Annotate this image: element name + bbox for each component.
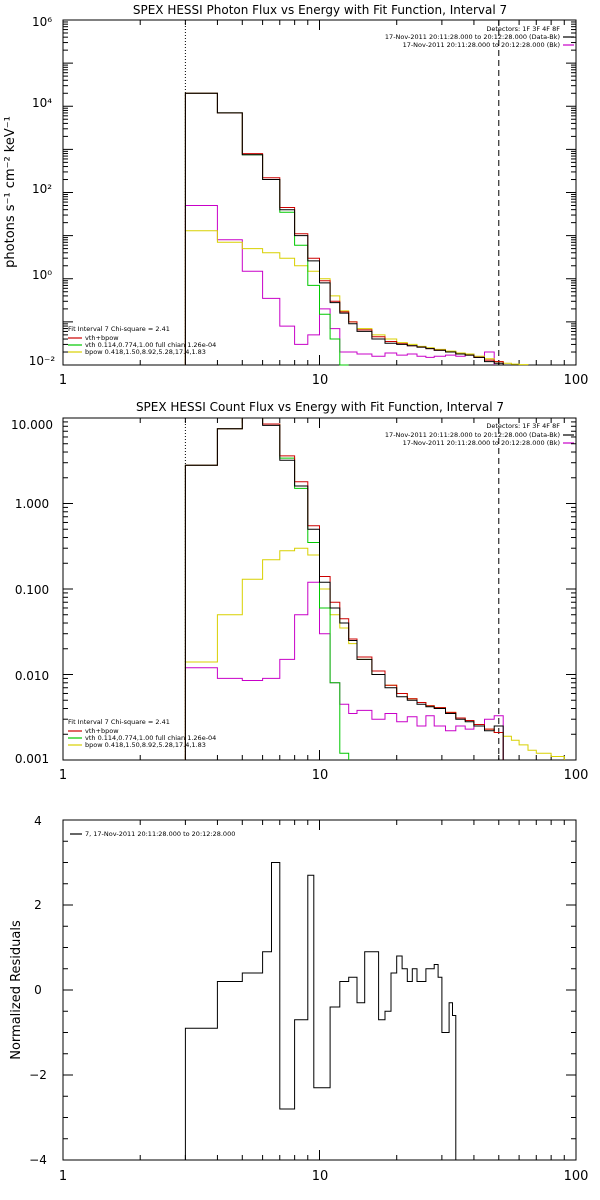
y-axis-ticks: 10.000 1.000 0.100 0.010 0.001 bbox=[11, 418, 53, 766]
y-tick-label: 10⁻² bbox=[29, 354, 56, 368]
count-flux-panel: SPEX HESSI Count Flux vs Energy with Fit… bbox=[11, 400, 588, 783]
y-axis-ticks: 4 2 0 −2 −4 bbox=[29, 814, 47, 1167]
x-tick-marks bbox=[139, 418, 565, 760]
x-tick-label: 10 bbox=[312, 1169, 329, 1184]
y-tick-label: 0.001 bbox=[15, 752, 49, 766]
x-axis-ticks: 1 10 100 bbox=[59, 768, 589, 783]
y-tick-label: 10⁰ bbox=[32, 268, 52, 282]
y-tick-label: 0 bbox=[34, 983, 42, 997]
residuals-panel: 4 2 0 −2 −4 Normalized Residuals 1 10 10… bbox=[9, 814, 588, 1184]
x-tick-label: 100 bbox=[564, 373, 589, 388]
chart-title: SPEX HESSI Count Flux vs Energy with Fit… bbox=[136, 400, 504, 414]
series-bpow bbox=[184, 547, 565, 760]
y-tick-label: 0.100 bbox=[15, 583, 49, 597]
y-axis-label: Normalized Residuals bbox=[9, 920, 24, 1060]
legend-entry: 7, 17-Nov-2011 20:11:28.000 to 20:12:28.… bbox=[85, 830, 235, 838]
y-tick-marks bbox=[63, 819, 576, 1161]
y-tick-marks bbox=[63, 417, 576, 761]
y-tick-label: −4 bbox=[29, 1153, 47, 1167]
legend-entry: vth 0.114,0.774,1.00 full chian 1.26e-04 bbox=[85, 734, 216, 742]
y-tick-label: 10⁶ bbox=[32, 15, 52, 29]
detector-text: Detectors: 1F 3F 4F 8F bbox=[486, 422, 560, 430]
legend-entry: vth 0.114,0.774,1.00 full chian 1.26e-04 bbox=[85, 341, 216, 349]
x-tick-label: 1 bbox=[59, 768, 67, 783]
legend-top: Detectors: 1F 3F 4F 8F 17-Nov-2011 20:11… bbox=[385, 25, 574, 49]
x-tick-label: 1 bbox=[59, 1169, 67, 1184]
detector-text: Detectors: 1F 3F 4F 8F bbox=[486, 25, 560, 33]
series-total bbox=[184, 417, 504, 760]
fit-info: Fit Interval 7 Chi-square = 2.41 bbox=[68, 325, 170, 333]
legend-entry: 17-Nov-2011 20:11:28.000 to 20:12:28.000… bbox=[403, 439, 560, 447]
y-axis-ticks: 10⁶ 10⁴ 10² 10⁰ 10⁻² bbox=[29, 15, 56, 368]
x-tick-label: 100 bbox=[564, 768, 589, 783]
y-tick-label: −2 bbox=[29, 1068, 47, 1082]
series-bk bbox=[184, 581, 504, 760]
x-tick-label: 10 bbox=[312, 768, 329, 783]
chart-title: SPEX HESSI Photon Flux vs Energy with Fi… bbox=[133, 3, 507, 17]
fit-info: Fit Interval 7 Chi-square = 2.41 bbox=[68, 718, 170, 726]
y-tick-label: 10² bbox=[32, 182, 52, 196]
series-bpow bbox=[184, 230, 529, 366]
x-axis-ticks: 1 10 100 bbox=[59, 1169, 589, 1184]
y-tick-label: 1.000 bbox=[15, 497, 49, 511]
y-tick-label: 2 bbox=[34, 898, 42, 912]
y-tick-label: 10.000 bbox=[11, 418, 53, 432]
legend-bottom: Fit Interval 7 Chi-square = 2.41 vth+bpo… bbox=[68, 325, 216, 356]
legend-entry: vth+bpow bbox=[85, 727, 119, 735]
series-sum bbox=[184, 417, 504, 760]
series-total bbox=[184, 92, 504, 365]
legend-entry: vth+bpow bbox=[85, 334, 119, 342]
legend: 7, 17-Nov-2011 20:11:28.000 to 20:12:28.… bbox=[70, 830, 235, 838]
series-sum bbox=[184, 92, 504, 365]
series-vth bbox=[184, 92, 349, 366]
x-tick-marks bbox=[139, 820, 565, 1160]
y-tick-label: 0.010 bbox=[15, 669, 49, 683]
legend-entry: 17-Nov-2011 20:11:28.000 to 20:12:28.000… bbox=[385, 431, 560, 439]
legend-entry: bpow 0.418,1.50,8.92,5.28,17.4,1.83 bbox=[85, 348, 206, 356]
y-tick-marks bbox=[63, 19, 576, 366]
legend-entry: 17-Nov-2011 20:11:28.000 to 20:12:28.000… bbox=[385, 33, 560, 41]
x-tick-label: 1 bbox=[59, 373, 67, 388]
photon-flux-panel: SPEX HESSI Photon Flux vs Energy with Fi… bbox=[3, 3, 588, 388]
x-tick-marks bbox=[139, 20, 565, 365]
legend-bottom: Fit Interval 7 Chi-square = 2.41 vth+bpo… bbox=[68, 718, 216, 749]
legend-entry: bpow 0.418,1.50,8.92,5.28,17.4,1.83 bbox=[85, 741, 206, 749]
x-axis-ticks: 1 10 100 bbox=[59, 373, 589, 388]
series-sum bbox=[184, 862, 457, 1160]
y-tick-label: 10⁴ bbox=[32, 96, 52, 110]
y-tick-label: 4 bbox=[34, 814, 42, 828]
series-bk bbox=[184, 205, 495, 365]
plot-frame bbox=[62, 819, 577, 1161]
x-tick-label: 100 bbox=[564, 1169, 589, 1184]
y-axis-label: photons s⁻¹ cm⁻² keV⁻¹ bbox=[3, 116, 18, 268]
legend-top: Detectors: 1F 3F 4F 8F 17-Nov-2011 20:11… bbox=[385, 422, 574, 447]
x-tick-label: 10 bbox=[312, 373, 329, 388]
legend-entry: 17-Nov-2011 20:11:28.000 to 20:12:28.000… bbox=[403, 41, 560, 49]
